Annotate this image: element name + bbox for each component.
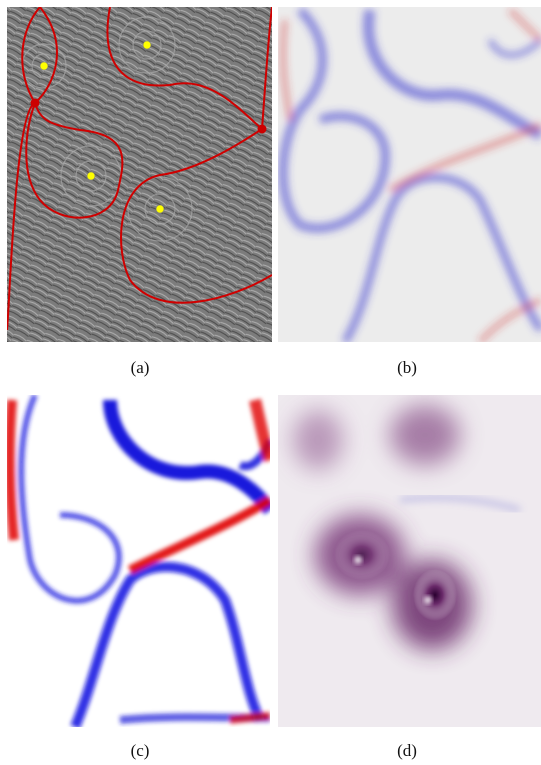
- panel-caption: (a): [131, 358, 150, 377]
- figure: (a) (b) (c) (d): [0, 0, 541, 765]
- panel-d-image: [278, 395, 541, 727]
- panel-caption: (b): [397, 358, 417, 377]
- panel-caption: (c): [131, 741, 150, 760]
- panel-caption: (d): [397, 741, 417, 760]
- panel-c-image: [7, 395, 270, 727]
- panel-a-image: [7, 7, 272, 342]
- panel-b-image: [278, 7, 541, 342]
